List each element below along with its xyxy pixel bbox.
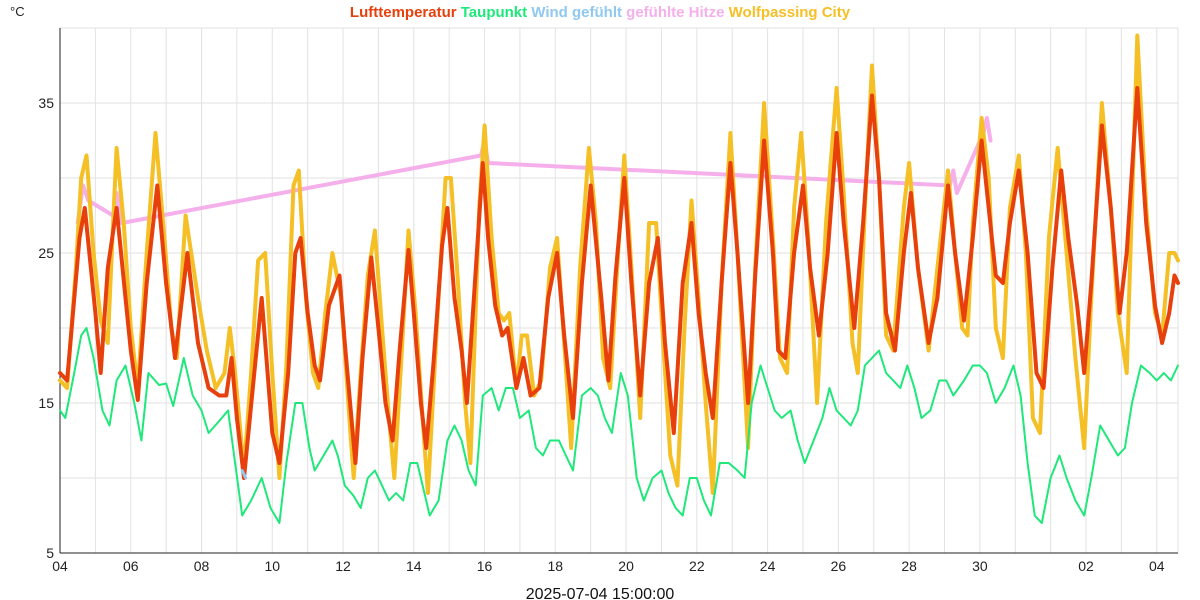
legend-entry[interactable]: Wind gefühlt [527, 4, 622, 21]
x-tick-label: 08 [194, 558, 210, 574]
grid [59, 27, 1179, 554]
y-tick-label: 25 [38, 245, 54, 261]
legend-entry[interactable]: gefühlte Hitze [622, 4, 725, 21]
x-tick-label: 18 [548, 558, 564, 574]
legend-entry[interactable]: Wolfpassing City [725, 4, 851, 21]
x-tick-label: 06 [123, 558, 139, 574]
x-tick-label: 26 [831, 558, 847, 574]
x-tick-label: 02 [1078, 558, 1094, 574]
legend: Lufttemperatur Taupunkt Wind gefühlt gef… [350, 4, 851, 21]
y-tick-label: 5 [46, 545, 54, 561]
x-tick-label: 14 [406, 558, 422, 574]
legend-entry[interactable]: Lufttemperatur [350, 4, 457, 21]
x-tick-label: 20 [618, 558, 634, 574]
y-tick-label: 15 [38, 395, 54, 411]
series-line-lufttemperatur [58, 86, 1180, 480]
series-line-taupunkt [59, 327, 1179, 524]
x-tick-label: 10 [264, 558, 280, 574]
y-tick-label: 35 [38, 95, 54, 111]
x-tick-label: 16 [477, 558, 493, 574]
x-tick-label: 04 [52, 558, 68, 574]
x-tick-label: 28 [901, 558, 917, 574]
axes: 5 15 25 35 04 06 08 10 12 14 16 18 20 22 24 26 28 30 02 04 [38, 28, 1178, 574]
series-line-gef-hlte-hitze [75, 116, 993, 225]
series-line-wind-gef-hlt [240, 469, 248, 480]
x-tick-label: 04 [1149, 558, 1165, 574]
x-tick-label: 22 [689, 558, 705, 574]
x-tick-label: 30 [972, 558, 988, 574]
series-lines [58, 33, 1180, 524]
x-axis-label: 2025-07-04 15:00:00 [526, 586, 675, 600]
x-tick-label: 12 [335, 558, 351, 574]
y-axis-unit: °C [10, 4, 25, 19]
series-line-wolfpassing-city [58, 33, 1180, 495]
x-tick-label: 24 [760, 558, 776, 574]
legend-entry[interactable]: Taupunkt [457, 4, 528, 21]
